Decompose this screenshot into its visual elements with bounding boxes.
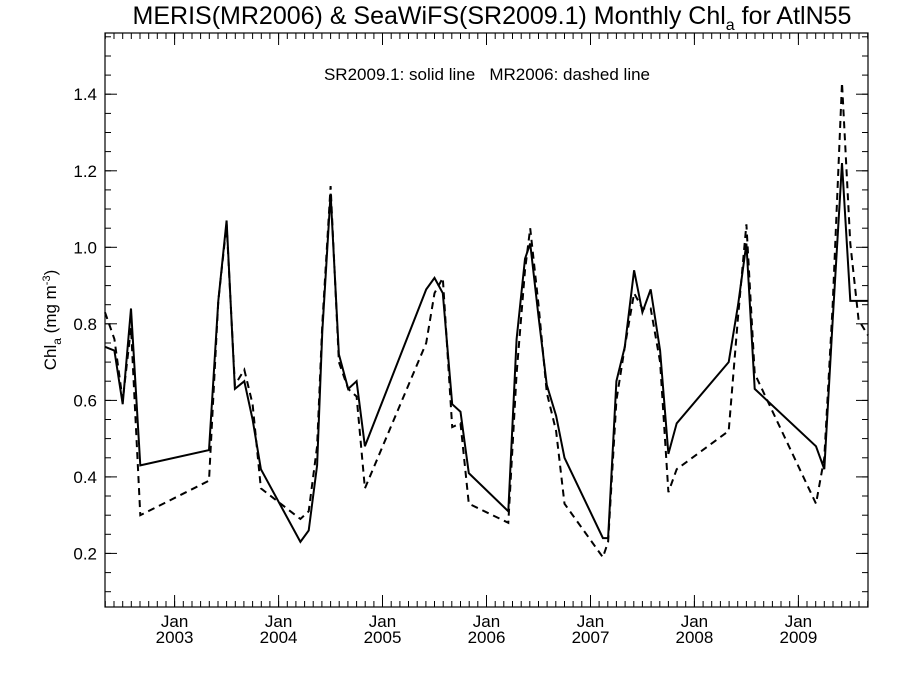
y-axis-label-unit: (mg m xyxy=(41,285,60,338)
y-tick-label: 1.0 xyxy=(73,238,97,257)
y-tick-label: 0.4 xyxy=(73,468,97,487)
x-tick-label-year: 2009 xyxy=(779,628,817,647)
chart-title-rest: for AtlN55 xyxy=(735,2,852,30)
x-tick-label-month: Jan xyxy=(265,612,292,631)
y-tick-label: 0.2 xyxy=(73,544,97,563)
chart-title: MERIS(MR2006) & SeaWiFS(SR2009.1) Monthl… xyxy=(133,2,852,34)
x-tick-label-month: Jan xyxy=(681,612,708,631)
chart-title-main: MERIS(MR2006) & SeaWiFS(SR2009.1) Monthl… xyxy=(133,2,726,30)
x-tick-label-year: 2006 xyxy=(468,628,506,647)
series-lines xyxy=(104,82,869,560)
series-line-sr2009-1 xyxy=(104,163,868,544)
y-tick-label: 1.4 xyxy=(73,85,97,104)
y-axis-label-close: ) xyxy=(41,270,60,276)
x-tick-label-year: 2004 xyxy=(260,628,298,647)
x-tick-label-month: Jan xyxy=(161,612,188,631)
y-axis-label: Chla (mg m-3) xyxy=(41,270,64,371)
y-axis-labels: 0.2 0.4 0.6 0.8 1.0 1.2 1.4 xyxy=(73,85,97,563)
line-style-annotation: SR2009.1: solid line MR2006: dashed line xyxy=(324,65,650,84)
plot-frame xyxy=(104,32,869,608)
x-tick-label-year: 2005 xyxy=(364,628,402,647)
y-axis-label-subscript: a xyxy=(50,338,64,345)
series-line-mr2006 xyxy=(104,82,869,560)
x-tick-label-month: Jan xyxy=(369,612,396,631)
y-axis-label-superscript: -3 xyxy=(41,275,53,285)
x-tick-label-month: Jan xyxy=(577,612,604,631)
y-tick-label: 0.6 xyxy=(73,391,97,410)
y-axis-label-main: Chl xyxy=(41,345,60,371)
axis-ticks xyxy=(104,33,869,607)
x-tick-label-year: 2003 xyxy=(156,628,194,647)
y-tick-label: 0.8 xyxy=(73,315,97,334)
chart-title-subscript: a xyxy=(726,17,735,34)
x-tick-label-month: Jan xyxy=(785,612,812,631)
x-tick-label-year: 2008 xyxy=(675,628,713,647)
x-tick-label-month: Jan xyxy=(473,612,500,631)
x-axis-labels: Jan2003Jan2004Jan2005Jan2006Jan2007Jan20… xyxy=(156,612,818,647)
x-tick-label-year: 2007 xyxy=(572,628,610,647)
y-tick-label: 1.2 xyxy=(73,162,97,181)
